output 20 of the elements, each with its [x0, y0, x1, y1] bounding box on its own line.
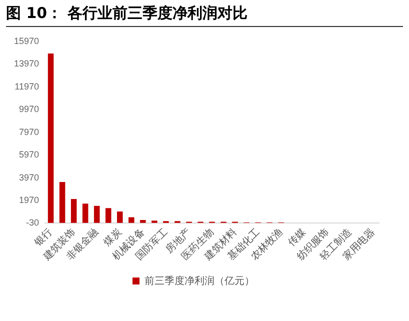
legend-label: 前三季度净利润（亿元）: [144, 274, 254, 287]
chart-title: 图 10： 各行业前三季度净利润对比: [6, 4, 403, 27]
bar: [105, 208, 112, 223]
bar: [82, 204, 88, 223]
bar: [70, 199, 77, 223]
y-tick-label: 5970: [18, 150, 40, 160]
y-tick-label: 3970: [18, 172, 40, 182]
bar: [128, 217, 134, 223]
bar: [59, 182, 66, 223]
y-tick-label: 1970: [18, 194, 40, 205]
bar: [117, 212, 123, 223]
bar: [48, 54, 54, 223]
y-tick-label: -30: [26, 218, 40, 228]
bar: [94, 206, 100, 223]
y-tick-label: 11970: [14, 81, 40, 92]
y-tick-label: 13970: [14, 58, 40, 69]
y-tick-label: 9970: [18, 104, 40, 114]
bar: [140, 220, 146, 223]
y-tick-label: 15970: [14, 36, 40, 46]
y-tick-label: 7970: [18, 126, 40, 137]
